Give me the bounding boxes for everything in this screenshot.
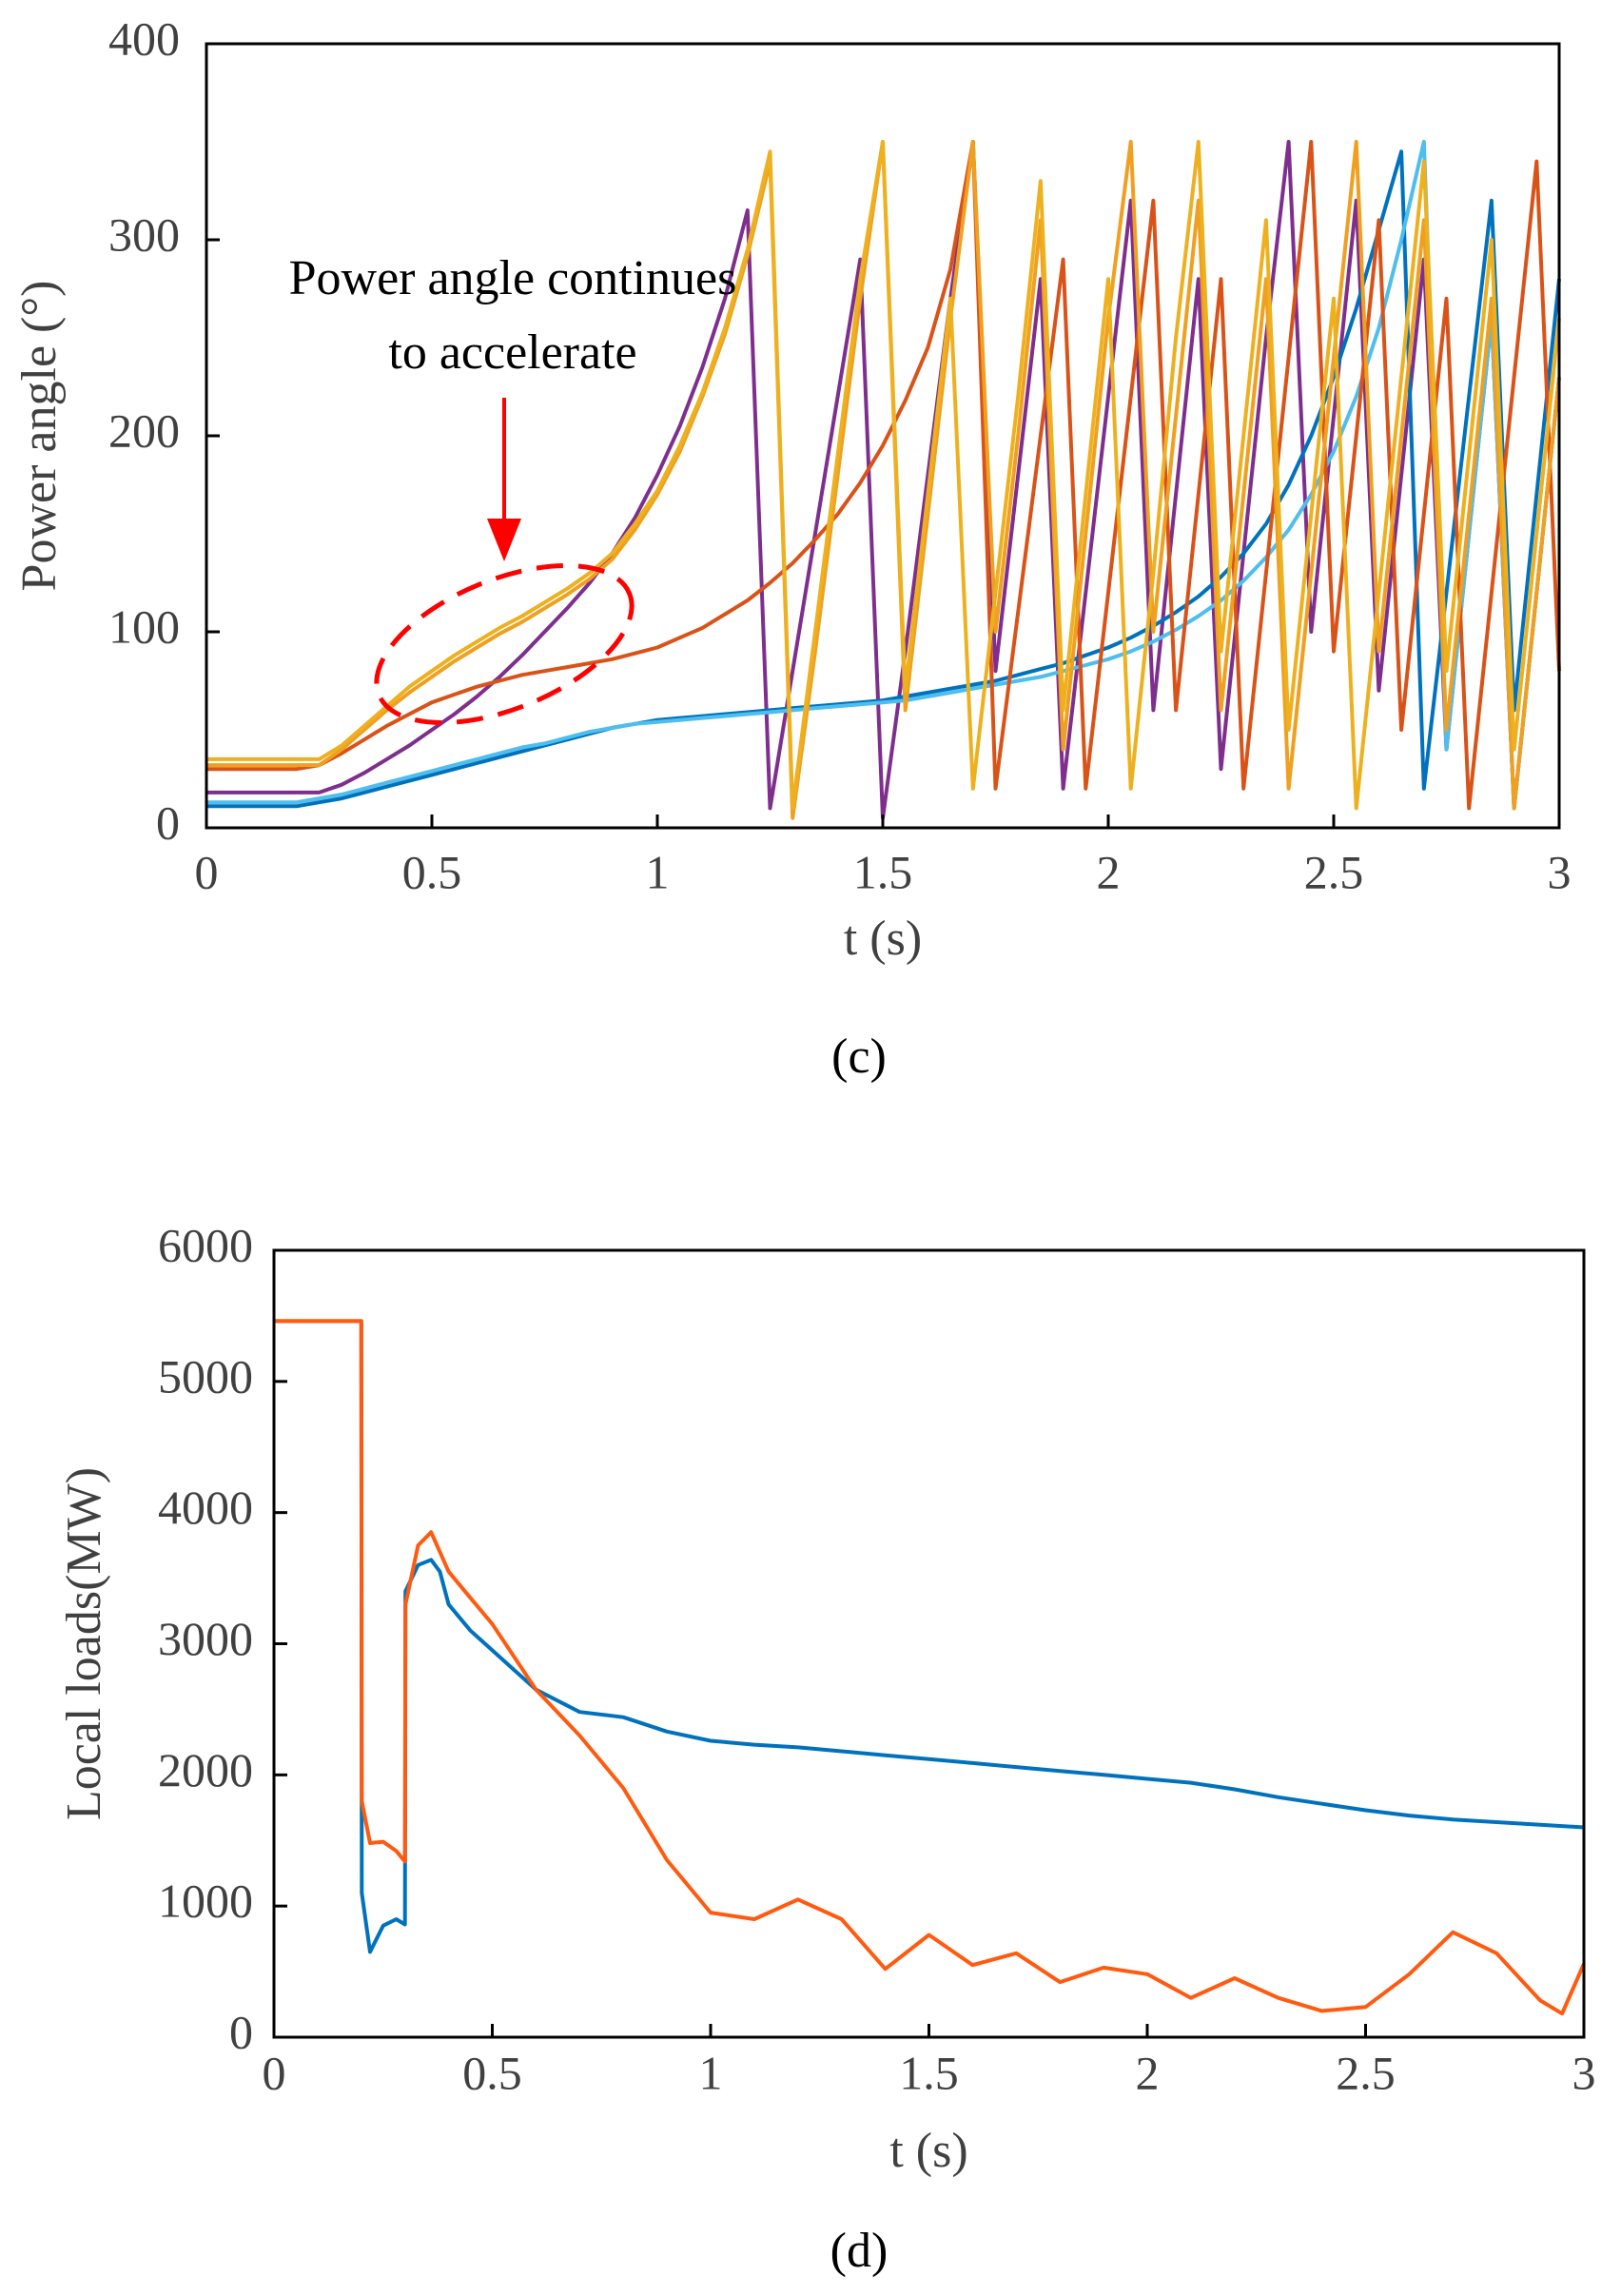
- y-tick-label: 100: [108, 599, 180, 653]
- y-tick-label: 3000: [158, 1612, 253, 1665]
- y-tick-label: 2000: [158, 1743, 253, 1796]
- x-tick-label: 0: [195, 845, 219, 898]
- x-tick-label: 3: [1572, 2046, 1596, 2099]
- x-tick-label: 0: [263, 2046, 286, 2099]
- plot-frame: [272, 1248, 1586, 2039]
- x-tick-label: 2.5: [1304, 845, 1364, 898]
- y-tick-label: 300: [108, 207, 180, 261]
- x-tick-label: 2: [1097, 845, 1121, 898]
- arrow-head: [487, 519, 521, 561]
- y-axis-label: Local loads(MW): [57, 1467, 111, 1820]
- x-axis-label: t (s): [889, 2124, 967, 2178]
- x-tick-label: 2.5: [1336, 2046, 1396, 2099]
- y-tick-label: 6000: [158, 1218, 253, 1271]
- x-tick-label: 1.5: [899, 2046, 959, 2099]
- x-tick-label: 0.5: [462, 2046, 522, 2099]
- y-tick-label: 5000: [158, 1349, 253, 1403]
- data-line: [274, 1319, 1586, 2016]
- data-line: [206, 140, 1561, 820]
- data-line: [274, 1319, 1585, 1954]
- caption: (c): [831, 1030, 887, 1084]
- y-tick-label: 200: [108, 403, 180, 457]
- y-tick-label: 400: [108, 11, 180, 65]
- y-tick-label: 4000: [158, 1481, 253, 1534]
- x-tick-label: 1: [699, 2046, 723, 2099]
- x-tick-label: 1.5: [853, 845, 913, 898]
- data-line: [206, 140, 1561, 811]
- data-line: [206, 140, 1561, 811]
- y-tick-label: 0: [156, 795, 180, 849]
- y-tick-label: 1000: [158, 1874, 253, 1928]
- y-axis-label: Power angle (°): [12, 281, 67, 592]
- annotation: Power angle continues: [289, 251, 737, 305]
- data-line: [206, 140, 1561, 811]
- annotation: to accelerate: [388, 325, 636, 380]
- y-tick-label: 0: [229, 2005, 253, 2058]
- caption: (d): [830, 2224, 889, 2278]
- x-tick-label: 0.5: [402, 845, 462, 898]
- x-tick-label: 1: [646, 845, 670, 898]
- x-tick-label: 2: [1136, 2046, 1160, 2099]
- highlight-ellipse: [374, 563, 635, 725]
- data-line: [206, 140, 1561, 820]
- x-tick-label: 3: [1548, 845, 1572, 898]
- x-axis-label: t (s): [844, 912, 922, 966]
- data-line: [206, 149, 1561, 809]
